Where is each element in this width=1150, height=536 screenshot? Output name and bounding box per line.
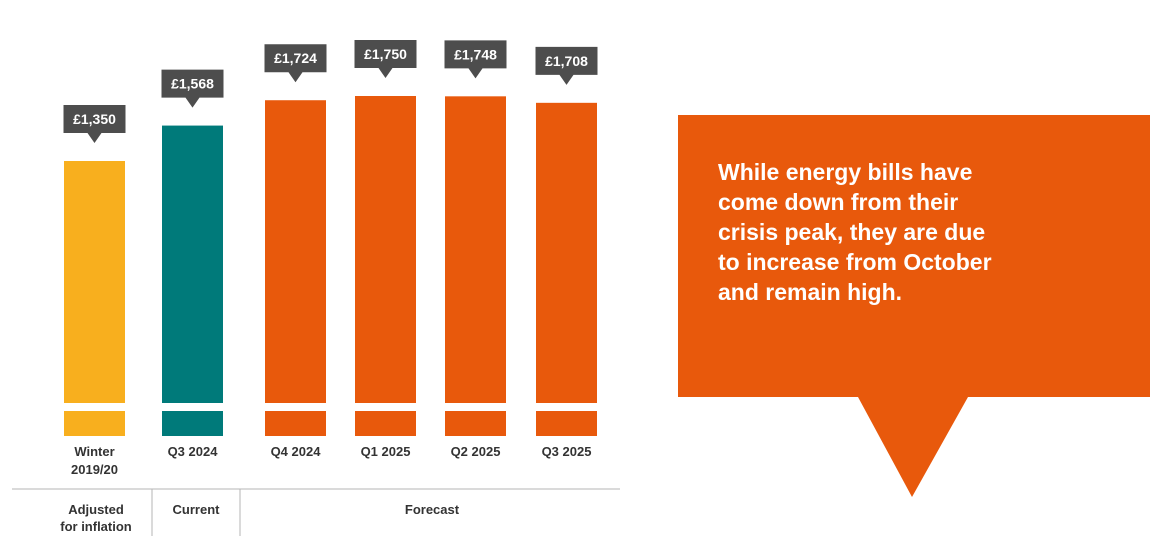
value-label-box [444, 40, 507, 79]
value-labels-layer: £1,350 £1,568 £1,724 £1,750 £1,748 £1,708 [63, 40, 598, 143]
bar [536, 102, 597, 403]
value-label-box [161, 69, 224, 108]
bars-layer [64, 96, 597, 436]
value-label-box [264, 44, 327, 83]
category-label: Winter [74, 444, 114, 459]
bar [445, 96, 506, 403]
bar [162, 125, 223, 403]
bar [265, 100, 326, 403]
value-label-box [535, 46, 598, 85]
group-label: for inflation [60, 519, 132, 534]
group-label: Adjusted [68, 502, 124, 517]
category-label: Q4 2024 [271, 444, 322, 459]
value-label: £1,748 [454, 46, 497, 62]
category-label: Q3 2025 [542, 444, 592, 459]
category-label: 2019/20 [71, 462, 118, 477]
group-label: Current [173, 502, 221, 517]
group-labels-layer: Adjusted for inflation Current Forecast [12, 488, 620, 536]
callout-line: While energy bills have [718, 159, 973, 185]
bar-stub [355, 411, 416, 436]
value-label: £1,750 [364, 46, 407, 62]
bar-stub [162, 411, 223, 436]
value-label: £1,568 [171, 76, 214, 92]
value-label-box [63, 105, 126, 143]
bar [355, 96, 416, 403]
bar-stub [265, 411, 326, 436]
category-labels-layer: Winter 2019/20 Q3 2024 Q4 2024 Q1 2025 Q2 202… [71, 444, 591, 477]
callout-text: While energy bills have come down from t… [718, 157, 1133, 307]
callout-bubble [678, 115, 1150, 497]
callout-line: to increase from October [718, 249, 992, 275]
value-label-box [354, 40, 417, 78]
bar-stub [64, 411, 125, 436]
category-label: Q1 2025 [361, 444, 411, 459]
value-label: £1,708 [545, 53, 588, 69]
callout-line: come down from their [718, 189, 959, 215]
bar-stub [445, 411, 506, 436]
group-label: Forecast [405, 502, 460, 517]
category-label: Q3 2024 [168, 444, 219, 459]
callout-line: crisis peak, they are due [718, 219, 986, 245]
bar [64, 161, 125, 403]
category-label: Q2 2025 [451, 444, 501, 459]
bar-stub [536, 411, 597, 436]
value-label: £1,724 [274, 50, 317, 66]
callout-line: and remain high. [718, 279, 903, 305]
value-label: £1,350 [73, 111, 116, 127]
